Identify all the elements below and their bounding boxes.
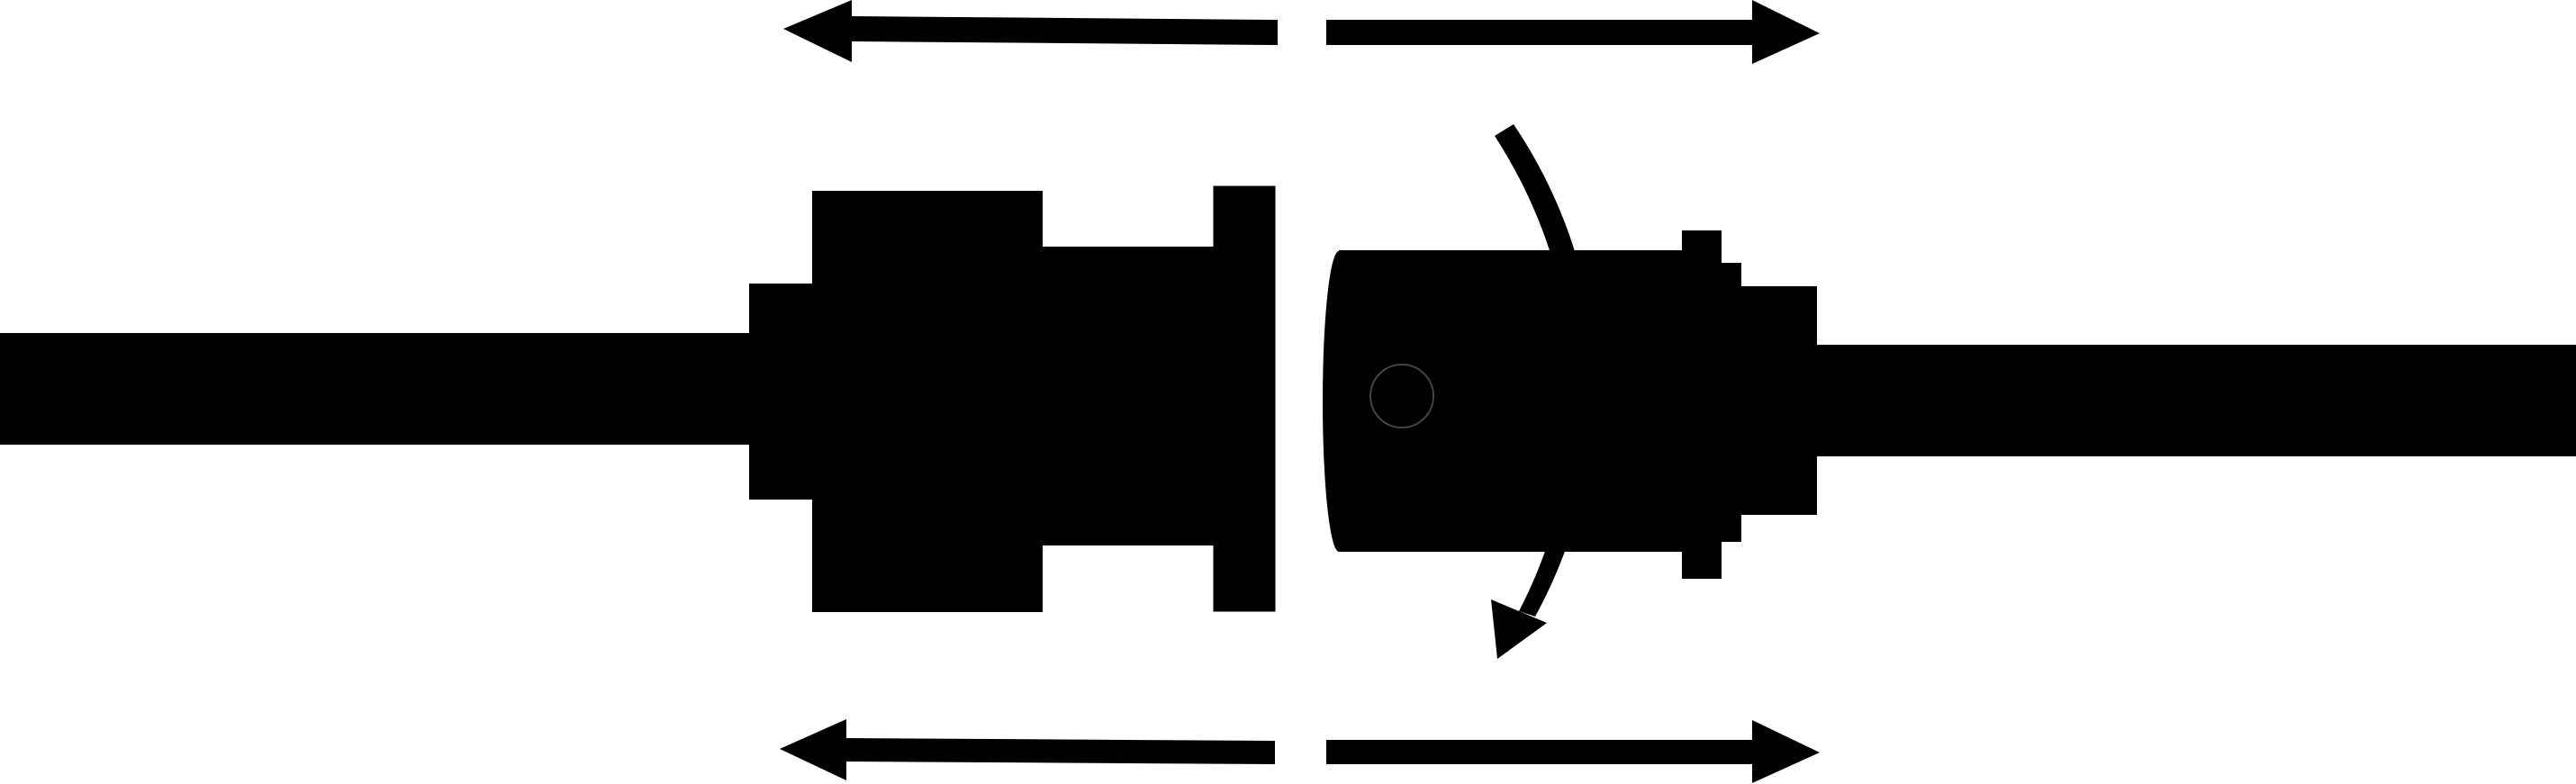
bottom-right-arrow — [1326, 720, 1820, 783]
bottom-left-arrow — [780, 719, 1275, 780]
twist-arrow — [1491, 124, 1595, 659]
jack-flange — [1682, 230, 1722, 579]
plug-knurled-sleeve — [812, 191, 1043, 612]
twist-arrow-head — [1491, 599, 1547, 659]
jack-barrel-opening — [1323, 251, 1355, 552]
twist-arrow-shaft — [1495, 124, 1595, 617]
bnc-plug — [812, 185, 1276, 612]
jack-nut-small — [1720, 263, 1741, 542]
left-cable — [0, 333, 750, 445]
cables — [0, 284, 2576, 500]
top-left-arrow — [783, 0, 1278, 62]
pull-arrows — [780, 0, 1820, 783]
plug-bayonet-collar — [1213, 185, 1276, 612]
jack-bayonet-stud — [1369, 364, 1434, 428]
jack-barrel — [1339, 250, 1682, 552]
top-right-arrow — [1326, 0, 1820, 64]
bnc-jack — [1323, 230, 1817, 579]
right-cable — [1817, 345, 2576, 456]
plug-body — [1043, 247, 1216, 545]
jack-rear-body — [1738, 286, 1817, 515]
left-cable-boot — [749, 284, 812, 500]
